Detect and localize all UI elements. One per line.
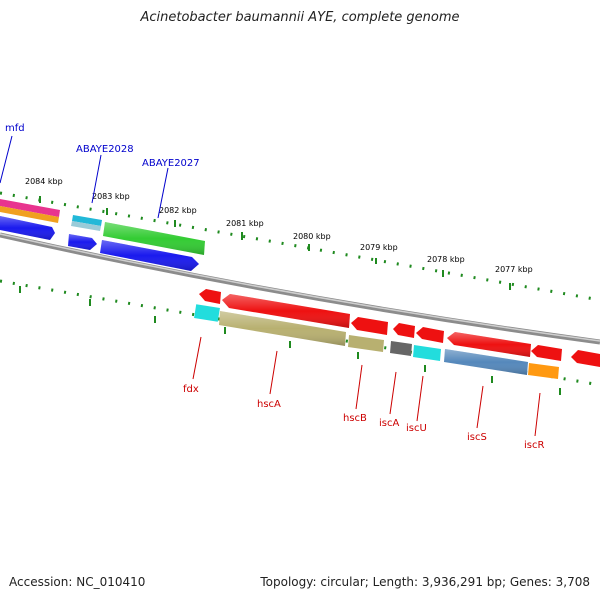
forward-feature-mfd[interactable] [0,199,60,240]
reverse-feature-iscU[interactable] [413,327,444,361]
accession-text: Accession: NC_010410 [9,575,146,589]
gene-label-iscS: iscS [467,432,487,443]
scale-label: 2078 kbp [427,255,465,264]
gene-label-iscA: iscA [379,418,399,429]
reverse-feature-iscA[interactable] [390,323,415,356]
gene-label-hscB: hscB [343,413,367,424]
reverse-feature-fdx[interactable] [194,289,221,322]
forward-feature-abaye2027[interactable] [100,222,205,271]
major-scale-ticks [19,196,561,395]
map-title: Acinetobacter baumannii AYE, complete ge… [140,10,460,25]
reverse-feature-iscS[interactable] [444,332,531,375]
genome-summary-text: Topology: circular; Length: 3,936,291 bp… [260,575,590,589]
scale-labels: 2084 kbp 2083 kbp 2082 kbp 2081 kbp 2080… [25,177,533,274]
scale-label: 2083 kbp [92,192,130,201]
scale-label: 2080 kbp [293,232,331,241]
scale-label: 2081 kbp [226,219,264,228]
reverse-feature-iscR[interactable] [528,345,562,379]
outer-scale-ticks [0,191,600,302]
gene-label-abaye2027: ABAYE2027 [142,158,200,169]
scale-label: 2084 kbp [25,177,63,186]
gene-label-iscU: iscU [406,423,427,434]
forward-feature-abaye2028[interactable] [68,215,102,250]
scale-label: 2077 kbp [495,265,533,274]
leader-lines [0,135,541,437]
reverse-feature-hscA[interactable] [219,294,350,346]
gene-label-hscA: hscA [257,399,281,410]
chromosome-backbone [0,232,600,345]
reverse-feature-edge[interactable] [571,350,600,367]
reverse-feature-hscB[interactable] [348,317,388,352]
scale-label: 2082 kbp [159,206,197,215]
gene-label-fdx: fdx [183,384,199,395]
gene-label-iscR: iscR [524,440,544,451]
scale-label: 2079 kbp [360,243,398,252]
gene-label-mfd: mfd [5,123,25,134]
gene-label-abaye2028: ABAYE2028 [76,144,134,155]
